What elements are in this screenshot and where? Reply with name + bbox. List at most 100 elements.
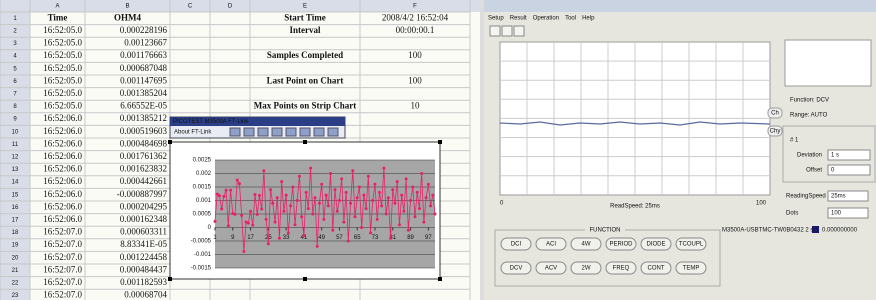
y-tick-label: 0.0015 [193, 185, 212, 191]
column-label: B [125, 4, 129, 10]
data-point [362, 194, 365, 197]
cell: 0.001182593 [120, 277, 167, 287]
data-point [387, 196, 390, 199]
data-point [282, 210, 285, 213]
data-point [356, 196, 359, 199]
data-point [407, 229, 410, 232]
data-point [294, 223, 297, 226]
data-point [314, 196, 317, 199]
toolbar-icon[interactable] [286, 128, 296, 136]
toolbar-icon[interactable] [272, 128, 282, 136]
data-point [238, 182, 241, 185]
summary-value: 100 [408, 50, 422, 60]
data-point [276, 196, 279, 199]
cell: 0.00068704 [124, 290, 167, 300]
column-label: A [55, 4, 59, 10]
x-tick-label: 57 [336, 235, 343, 241]
row-label: 19 [12, 243, 19, 249]
data-point [234, 213, 237, 216]
cell: 0.001176663 [120, 50, 167, 60]
data-point [247, 222, 250, 225]
data-point [214, 220, 217, 223]
data-point [258, 194, 261, 197]
menu-item[interactable]: Result [510, 16, 527, 22]
data-point [391, 188, 394, 191]
data-point [307, 207, 310, 210]
data-point [291, 186, 294, 189]
function-button-label: 4W [582, 242, 591, 248]
data-point [218, 194, 221, 197]
x-tick-label: 65 [354, 235, 361, 241]
y-tick-label: -0.0005 [191, 239, 212, 245]
data-point [394, 202, 397, 205]
cell: 0.000442661 [120, 176, 167, 186]
side-button-label: Ch [771, 111, 779, 117]
cell: 0.000603311 [120, 227, 167, 237]
data-point [340, 177, 343, 180]
tool-icon[interactable] [514, 26, 524, 36]
data-point [369, 231, 372, 234]
menu-item[interactable]: Help [582, 16, 595, 22]
function-button-label: DCV [510, 266, 523, 272]
select-label: Dots [786, 211, 798, 217]
data-point [411, 186, 414, 189]
data-point [416, 191, 419, 194]
data-point [329, 172, 332, 175]
data-point [305, 191, 308, 194]
function-button-label: 2W [582, 266, 591, 272]
menu-item[interactable]: Setup [488, 16, 504, 22]
toolbar-button[interactable]: About FT-Link [174, 130, 212, 136]
data-point [365, 207, 368, 210]
data-point [318, 202, 321, 205]
cell: 16:52:06.0 [43, 189, 82, 199]
tool-icon[interactable] [502, 26, 512, 36]
menu-item[interactable]: Tool [565, 16, 576, 22]
data-point [320, 183, 323, 186]
data-point [349, 202, 352, 205]
y-tick-label: 0.001 [196, 198, 212, 204]
cell: 0.001224458 [120, 252, 168, 262]
toolbar-icon[interactable] [314, 128, 324, 136]
cell: 16:52:06.0 [43, 214, 82, 224]
selection-handle [168, 140, 172, 144]
column-label: F [413, 4, 417, 10]
cell: 8.83341E-05 [120, 239, 167, 249]
cell: 16:52:07.0 [43, 264, 82, 274]
data-point [242, 250, 245, 253]
selection-handle [168, 277, 172, 281]
data-point [289, 204, 292, 207]
cell: 0.000687048 [120, 63, 168, 73]
toolbar-icon[interactable] [258, 128, 268, 136]
column-label: E [303, 4, 307, 10]
data-point [296, 199, 299, 202]
toolbar-icon[interactable] [230, 128, 240, 136]
row-label: 23 [12, 293, 19, 299]
row-label: 11 [12, 142, 19, 148]
data-point [300, 215, 303, 218]
data-point [360, 226, 363, 229]
data-point [298, 175, 301, 178]
tool-icon[interactable] [490, 26, 500, 36]
x-tick-label: 73 [372, 235, 379, 241]
function-button-label: TCOUPL [679, 242, 704, 248]
data-point [396, 180, 399, 183]
data-point [254, 193, 257, 196]
cell: 16:52:07.0 [43, 277, 82, 287]
toolbar-icon[interactable] [300, 128, 310, 136]
data-point [422, 221, 425, 224]
cell: 16:52:05.0 [43, 63, 82, 73]
toolbar-icon[interactable] [244, 128, 254, 136]
toolbar-icon[interactable] [328, 128, 338, 136]
data-point [240, 214, 243, 217]
column-label: C [188, 4, 193, 10]
cell: 0.00123667 [124, 38, 167, 48]
data-point [376, 218, 379, 221]
data-point [385, 213, 388, 216]
cell: 0.001761362 [120, 151, 167, 161]
summary-label: Max Points on Strip Chart [254, 101, 357, 111]
data-point [367, 175, 370, 178]
data-point [427, 183, 430, 186]
summary-value: 10 [411, 101, 421, 111]
data-point [316, 245, 319, 248]
menu-item[interactable]: Operation [533, 16, 559, 22]
